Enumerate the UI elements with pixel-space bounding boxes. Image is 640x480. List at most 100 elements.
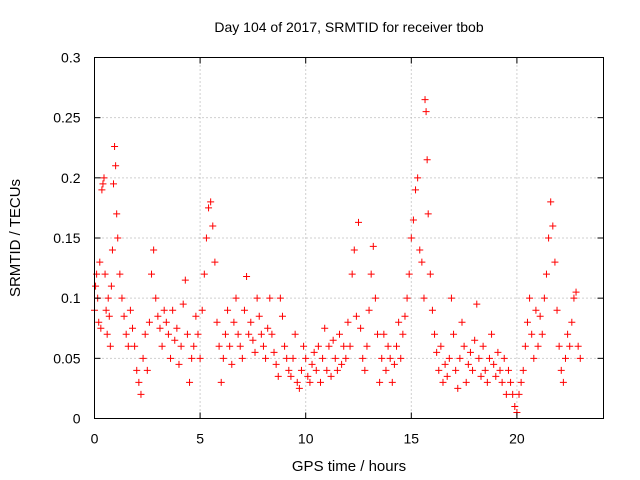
data-point [179, 300, 187, 308]
data-point [270, 348, 278, 356]
data-point [215, 342, 223, 350]
data-point [129, 324, 137, 332]
data-point [228, 360, 236, 368]
data-points [91, 96, 584, 416]
data-point [361, 366, 369, 374]
data-point [466, 348, 474, 356]
data-point [99, 180, 107, 188]
data-point [407, 234, 415, 242]
data-point [545, 234, 553, 242]
data-point [310, 348, 318, 356]
data-point [321, 324, 329, 332]
data-point [393, 342, 401, 350]
data-point [538, 330, 546, 338]
data-point [118, 294, 126, 302]
data-point [126, 306, 134, 314]
data-point [112, 162, 120, 170]
data-point [409, 216, 417, 224]
data-point [255, 312, 263, 320]
data-point [420, 294, 428, 302]
data-point [264, 324, 272, 332]
data-point [500, 354, 508, 362]
data-point [517, 378, 525, 386]
data-point [120, 312, 128, 320]
data-point [359, 354, 367, 362]
data-point [325, 342, 333, 350]
data-point [570, 294, 578, 302]
data-point [382, 366, 390, 374]
data-point [502, 390, 510, 398]
data-point [371, 294, 379, 302]
data-point [177, 342, 185, 350]
data-point [200, 270, 208, 278]
data-point [103, 330, 111, 338]
data-point [390, 360, 398, 368]
data-point [160, 306, 168, 314]
grid-layer [94, 57, 604, 419]
data-point [247, 318, 255, 326]
data-point [111, 143, 119, 151]
data-point [285, 366, 293, 374]
data-point [171, 336, 179, 344]
data-point [158, 342, 166, 350]
data-point [401, 312, 409, 320]
data-point [344, 318, 352, 326]
data-point [175, 360, 183, 368]
data-point [445, 354, 453, 362]
data-point [542, 270, 550, 278]
data-point [574, 342, 582, 350]
data-point [106, 342, 114, 350]
data-point [511, 402, 519, 410]
data-point [566, 342, 574, 350]
data-point [213, 318, 221, 326]
data-point [456, 354, 464, 362]
data-point [509, 390, 517, 398]
data-point [196, 354, 204, 362]
data-point [287, 372, 295, 380]
data-point [498, 378, 506, 386]
data-point [154, 312, 162, 320]
data-point [276, 294, 284, 302]
data-point [152, 294, 160, 302]
data-point [559, 378, 567, 386]
data-point [100, 174, 108, 182]
data-point [202, 234, 210, 242]
data-point [308, 360, 316, 368]
data-point [319, 354, 327, 362]
data-point [232, 294, 240, 302]
data-point [331, 354, 339, 362]
data-point [192, 312, 200, 320]
data-point [340, 342, 348, 350]
data-point [207, 198, 215, 206]
data-point [376, 378, 384, 386]
data-point [274, 372, 282, 380]
y-axis-title: SRMTID / TECUs [7, 179, 24, 297]
data-point [188, 354, 196, 362]
data-point [369, 242, 377, 250]
data-point [521, 342, 529, 350]
data-point [167, 354, 175, 362]
data-point [439, 378, 447, 386]
data-point [423, 156, 431, 164]
data-point [519, 366, 527, 374]
data-point [107, 282, 115, 290]
data-point [266, 294, 274, 302]
x-tick-label: 10 [298, 431, 314, 447]
data-point [291, 330, 299, 338]
data-point [515, 390, 523, 398]
data-point [283, 354, 291, 362]
data-point [414, 174, 422, 182]
data-point [399, 330, 407, 338]
data-point [454, 384, 462, 392]
data-point [96, 258, 104, 266]
data-point [323, 366, 331, 374]
data-point [219, 354, 227, 362]
y-tick-label: 0.15 [53, 230, 80, 246]
data-point [245, 330, 253, 338]
data-point [249, 336, 257, 344]
data-point [302, 354, 310, 362]
data-point [221, 330, 229, 338]
data-point [485, 354, 493, 362]
data-point [553, 306, 561, 314]
